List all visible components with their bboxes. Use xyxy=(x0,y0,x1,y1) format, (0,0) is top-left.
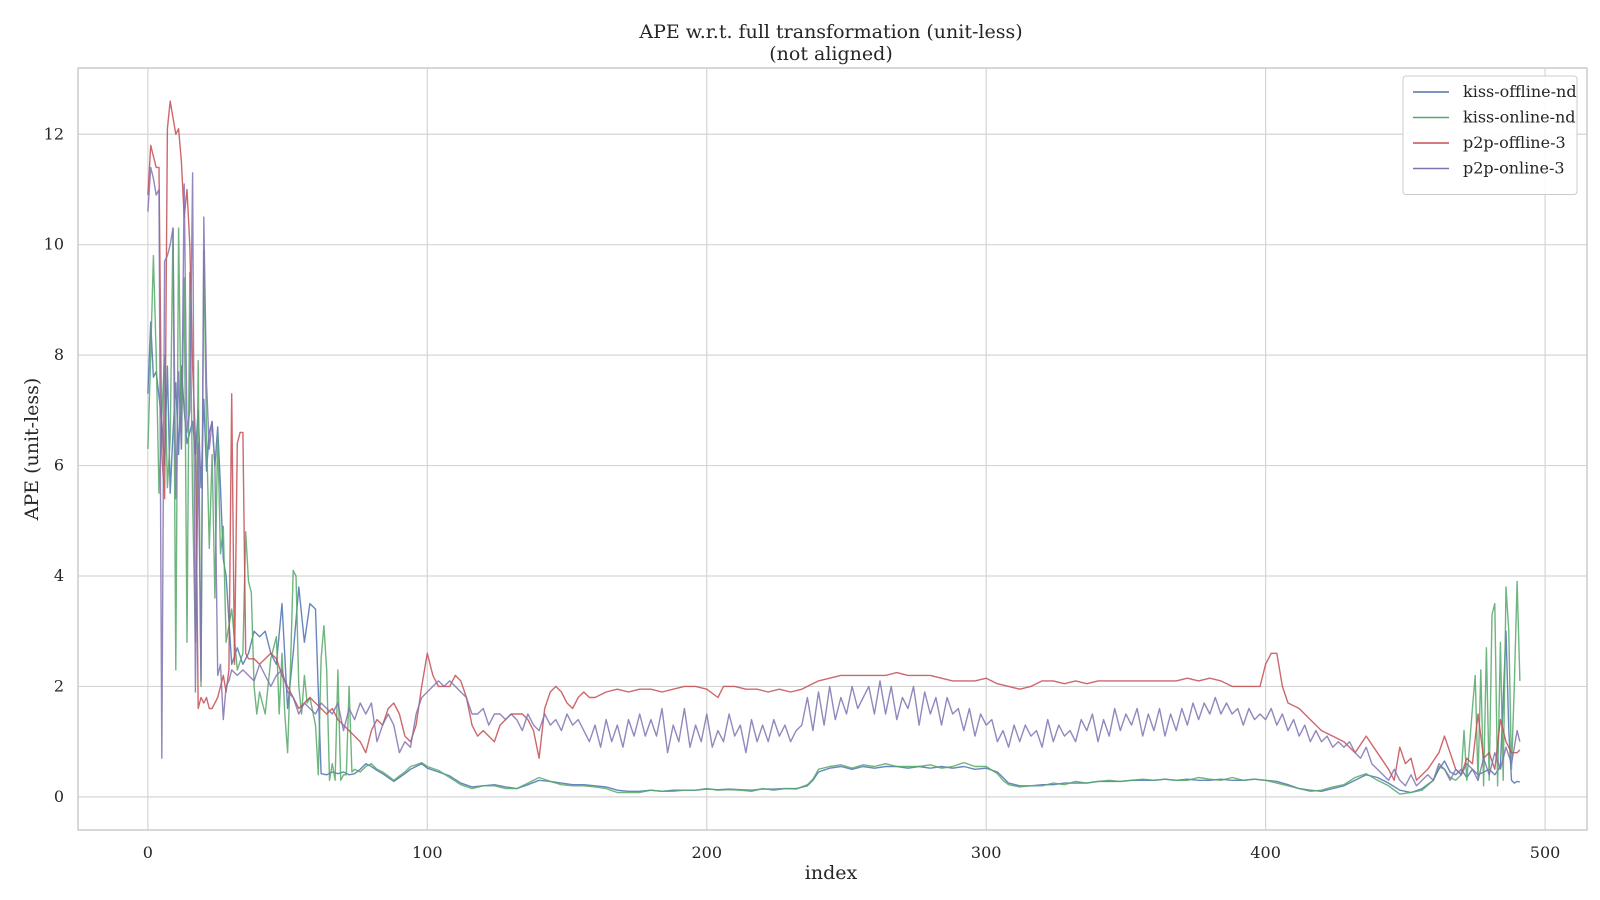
x-tick-label: 100 xyxy=(412,843,443,862)
y-tick-label: 4 xyxy=(54,566,64,585)
series-line-kiss-online-nd xyxy=(147,227,1521,795)
y-tick-label: 2 xyxy=(54,676,64,695)
legend-label: kiss-online-nd xyxy=(1463,108,1576,127)
y-tick-label: 12 xyxy=(44,124,64,143)
y-tick-label: 0 xyxy=(54,787,64,806)
x-tick-label: 300 xyxy=(971,843,1002,862)
legend-label: p2p-offline-3 xyxy=(1463,133,1566,152)
x-tick-label: 400 xyxy=(1250,843,1281,862)
legend: kiss-offline-nd kiss-online-nd p2p-offline… xyxy=(1402,75,1578,195)
y-axis-label: APE (unit-less) xyxy=(21,378,43,522)
legend-label: p2p-online-3 xyxy=(1463,159,1565,178)
chart-subtitle: (not aligned) xyxy=(769,43,892,65)
legend-label: kiss-offline-nd xyxy=(1463,82,1577,101)
series-line-p2p-offline-3 xyxy=(147,100,1521,781)
x-tick-label: 200 xyxy=(691,843,722,862)
legend-box xyxy=(1402,75,1578,195)
plot-frame xyxy=(77,67,1588,831)
y-tick-label: 6 xyxy=(54,456,64,475)
chart-title: APE w.r.t. full transformation (unit-les… xyxy=(638,21,1022,43)
series-lines xyxy=(147,100,1521,795)
series-line-p2p-online-3 xyxy=(147,166,1521,787)
y-tick-label: 10 xyxy=(44,235,64,254)
x-axis: 0 100 200 300 400 500 xyxy=(143,843,1561,862)
y-axis: 0 2 4 6 8 10 12 xyxy=(44,124,64,806)
x-tick-label: 0 xyxy=(143,843,153,862)
x-axis-label: index xyxy=(805,862,858,884)
x-tick-label: 500 xyxy=(1530,843,1561,862)
y-tick-label: 8 xyxy=(54,345,64,364)
